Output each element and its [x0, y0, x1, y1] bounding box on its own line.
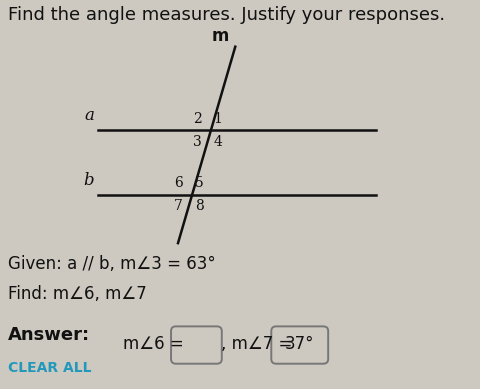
Text: 3: 3 [193, 135, 202, 149]
Text: Find the angle measures. Justify your responses.: Find the angle measures. Justify your re… [8, 6, 444, 24]
FancyBboxPatch shape [171, 326, 221, 364]
Text: Answer:: Answer: [8, 326, 90, 344]
Text: 5: 5 [194, 176, 203, 190]
Text: m: m [211, 27, 228, 45]
Text: Given: a // b, m∠3 = 63°: Given: a // b, m∠3 = 63° [8, 255, 216, 273]
Text: 4: 4 [213, 135, 222, 149]
Text: 8: 8 [194, 199, 203, 213]
FancyBboxPatch shape [271, 326, 327, 364]
Text: a: a [84, 107, 94, 124]
Text: 37°: 37° [284, 335, 314, 353]
Text: 1: 1 [213, 112, 222, 126]
Text: 6: 6 [174, 176, 183, 190]
Text: Find: m∠6, m∠7: Find: m∠6, m∠7 [8, 285, 146, 303]
Text: 2: 2 [193, 112, 202, 126]
Text: , m∠7 =: , m∠7 = [220, 335, 292, 353]
Text: 7: 7 [174, 199, 183, 213]
Text: m∠6 =: m∠6 = [122, 335, 183, 353]
Text: CLEAR ALL: CLEAR ALL [8, 361, 92, 375]
Text: b: b [84, 172, 94, 189]
